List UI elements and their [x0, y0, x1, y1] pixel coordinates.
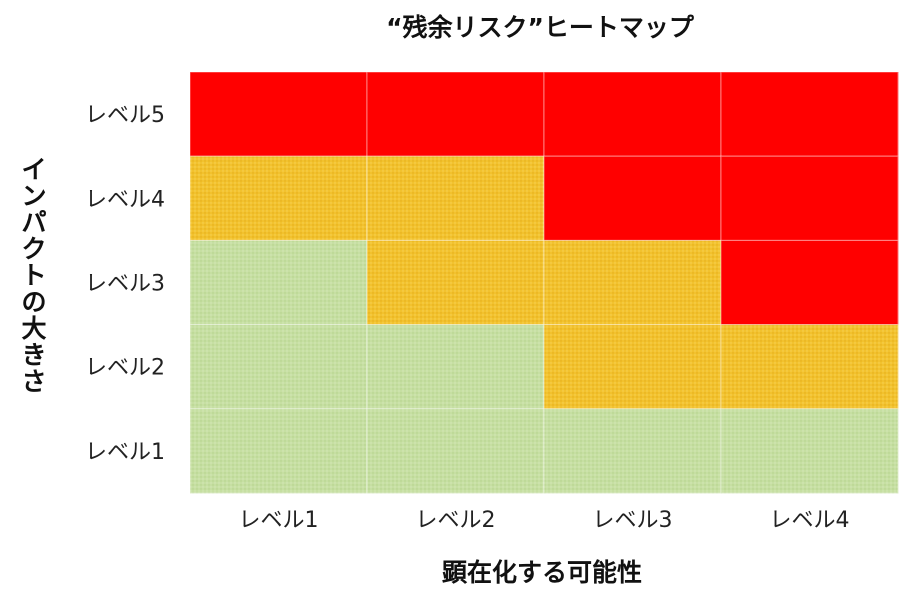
heatmap-cell	[190, 72, 368, 157]
heatmap-cell	[721, 324, 899, 410]
x-axis-title: 顕在化する可能性	[442, 558, 642, 587]
heatmap-cells	[189, 71, 899, 494]
y-axis-title-glyph: ン	[21, 182, 46, 211]
heatmap-cell	[544, 408, 722, 494]
y-axis-title-glyph: パ	[21, 208, 46, 237]
x-tick-label: レベル2	[416, 508, 496, 533]
heatmap-cell	[721, 408, 899, 494]
heatmap-cell	[190, 324, 368, 410]
y-tick-label: レベル2	[85, 356, 165, 381]
y-axis-title-glyph: ト	[21, 261, 46, 290]
heatmap-cell	[721, 156, 899, 241]
chart-title: “残余リスク”ヒートマップ	[386, 13, 695, 42]
y-tick-label: レベル3	[85, 272, 165, 297]
heatmap-cell	[367, 156, 545, 241]
heatmap-cell	[544, 240, 722, 326]
heatmap-cell	[544, 72, 722, 157]
y-tick-label: レベル4	[85, 187, 165, 212]
heatmap-cell	[544, 324, 722, 410]
y-axis-title-glyph: イ	[21, 155, 46, 184]
y-tick-label: レベル1	[85, 440, 165, 465]
y-tick-labels: レベル5 レベル4 レベル3 レベル2 レベル1	[85, 103, 165, 465]
heatmap-cell	[367, 240, 545, 326]
x-tick-label: レベル3	[593, 508, 673, 533]
heatmap-cell	[544, 156, 722, 241]
heatmap-cell	[367, 324, 545, 410]
y-axis-title-glyph: さ	[21, 367, 46, 396]
heatmap-cell	[190, 156, 368, 241]
y-axis-title-glyph: の	[21, 288, 46, 317]
heatmap-cell	[190, 240, 368, 326]
heatmap-cell-border	[720, 408, 899, 494]
x-tick-label: レベル4	[770, 508, 850, 533]
x-tick-labels: レベル1 レベル2 レベル3 レベル4	[239, 508, 850, 533]
y-axis-title-glyph: き	[21, 341, 46, 370]
y-axis-title-glyph: ク	[21, 235, 46, 264]
heatmap-cell	[190, 408, 368, 494]
heatmap-cell-border	[720, 239, 899, 326]
heatmap-cell	[367, 72, 545, 157]
heatmap-cell	[367, 408, 545, 494]
x-tick-label: レベル1	[239, 508, 319, 533]
y-tick-label: レベル5	[85, 103, 165, 128]
heatmap-cell	[721, 240, 899, 326]
y-axis-title-glyph: 大	[21, 314, 46, 343]
heatmap-cell	[721, 72, 899, 157]
